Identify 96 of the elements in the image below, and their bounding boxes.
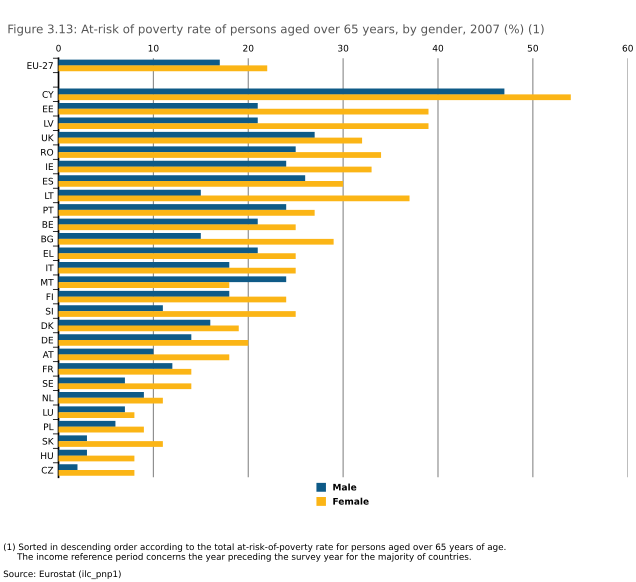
y-tick-label: DK <box>42 322 54 329</box>
bar <box>58 296 286 302</box>
bar <box>58 392 144 398</box>
y-tick-label: ES <box>43 178 54 185</box>
bar <box>58 218 258 224</box>
bar <box>58 108 429 115</box>
x-tick-label: 10 <box>148 44 159 52</box>
bar <box>58 363 172 369</box>
bar <box>58 311 296 317</box>
bar <box>58 160 286 167</box>
bar <box>58 441 163 447</box>
bar <box>58 195 410 202</box>
bar <box>58 262 230 268</box>
y-tick-label: RO <box>41 148 54 156</box>
y-tick-label: SK <box>42 438 54 445</box>
x-tick-label: 40 <box>432 44 444 52</box>
y-tick-label: EE <box>43 106 54 112</box>
bar <box>58 102 258 109</box>
y-tick-label: EU-27 <box>27 62 53 69</box>
y-tick-label: IT <box>46 264 54 272</box>
bar <box>58 132 315 138</box>
y-tick-label: LV <box>44 120 54 127</box>
bar <box>58 233 201 239</box>
bar <box>58 450 87 456</box>
bar <box>58 210 315 216</box>
bar <box>58 305 163 312</box>
bar <box>58 456 134 462</box>
bar <box>58 326 239 332</box>
y-tick-label: LU <box>43 409 53 416</box>
y-tick-label: BG <box>42 236 53 242</box>
bar <box>58 65 268 72</box>
bar <box>58 138 362 144</box>
bar <box>58 464 78 470</box>
bar <box>58 253 296 260</box>
bar <box>58 94 571 100</box>
bar <box>58 238 334 245</box>
y-tick-label: DE <box>42 336 54 344</box>
y-tick-label: LT <box>45 192 54 199</box>
legend-label: Female <box>333 498 369 505</box>
bar <box>58 268 296 274</box>
y-tick-label: BE <box>42 221 54 228</box>
legend-label: Male <box>333 484 356 491</box>
bar <box>58 420 116 427</box>
bar <box>58 435 87 442</box>
bar <box>58 166 372 172</box>
bar <box>58 354 230 360</box>
x-tick-label: 30 <box>338 44 348 52</box>
y-tick-label: UK <box>42 134 54 142</box>
chart-title: Figure 3.13: At-risk of poverty rate of persons aged over 65 years, by gender, 2007 (%) (1) <box>8 24 544 36</box>
bar <box>58 320 210 326</box>
bar <box>58 181 344 187</box>
text: (1) Sorted in descending order according to the total at-risk-of-poverty rate for persons aged over 65 years of age. The income reference period concerns the year preceding the survey year for the majority of countries. <box>4 543 506 562</box>
bar <box>58 340 248 346</box>
y-tick-label: HU <box>41 452 53 460</box>
bar <box>58 276 286 282</box>
bar <box>58 334 192 340</box>
bar <box>58 123 429 130</box>
bar <box>58 190 201 196</box>
bar <box>58 146 296 152</box>
bar <box>58 398 163 404</box>
y-tick-label: CZ <box>42 466 54 474</box>
x-tick-label: 60 <box>622 44 633 52</box>
y-tick-label: AT <box>42 351 54 358</box>
x-tick-label: 50 <box>528 44 538 52</box>
y-tick-label: PL <box>44 424 54 430</box>
bar <box>58 117 258 124</box>
y-tick-label: CY <box>42 91 54 98</box>
bar <box>58 290 230 297</box>
bar <box>58 348 154 354</box>
bar <box>58 426 144 432</box>
x-tick-label: 20 <box>243 44 254 52</box>
bar <box>58 60 220 66</box>
y-tick-label: IE <box>46 163 54 170</box>
bar <box>58 470 134 476</box>
y-tick-label: SI <box>46 308 53 315</box>
y-tick-label: SE <box>42 380 54 387</box>
bar <box>58 247 258 254</box>
x-tick-label: 0 <box>56 44 61 52</box>
bar <box>58 224 296 230</box>
bar <box>58 204 286 210</box>
bar <box>58 282 230 288</box>
bar <box>58 378 125 384</box>
y-tick-label: MT <box>41 279 54 286</box>
y-tick-label: EL <box>44 250 54 257</box>
y-tick-label: FR <box>43 366 54 372</box>
y-tick-label: PT <box>44 206 54 214</box>
bar <box>58 406 125 412</box>
bar <box>58 383 192 390</box>
bar <box>58 368 192 375</box>
bar <box>58 175 306 182</box>
source-note: Source: Eurostat (ilc_pnp1) <box>4 570 121 580</box>
y-tick-label: NL <box>42 394 54 402</box>
bar <box>58 152 382 158</box>
bar <box>58 88 504 94</box>
bar <box>58 412 134 418</box>
y-tick-label: FI <box>46 293 53 300</box>
